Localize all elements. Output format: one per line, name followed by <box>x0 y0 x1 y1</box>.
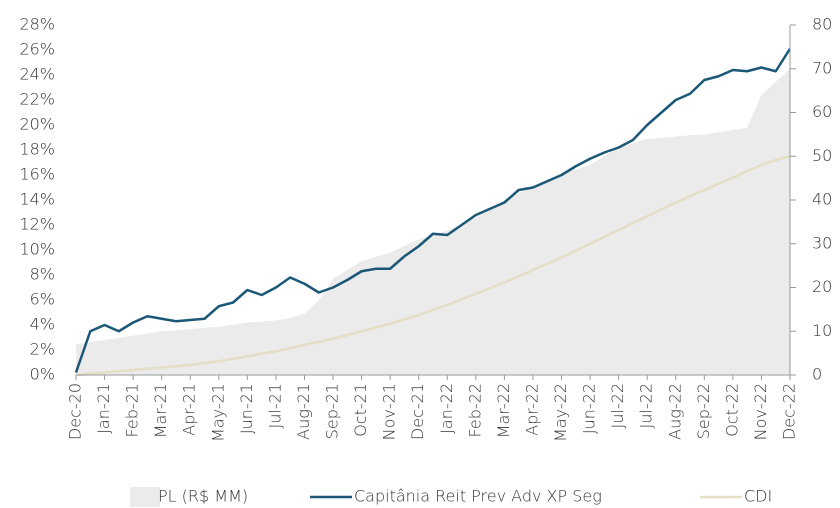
y2-tick-label: 60 <box>812 102 832 121</box>
legend-swatch <box>130 487 160 507</box>
x-tick-label: May-21 <box>208 383 227 442</box>
legend-label: PL (R$ MM) <box>158 487 248 506</box>
x-tick-label: Jul-22 <box>608 383 627 428</box>
y2-tick-label: 20 <box>812 277 832 296</box>
x-tick-label: Aug-21 <box>294 383 313 440</box>
x-tick-label: Mar-21 <box>151 383 170 438</box>
y-tick-label: 14% <box>19 190 55 209</box>
y-tick-label: 0% <box>30 365 55 384</box>
x-tick-label: Jul-22 <box>637 383 656 428</box>
x-tick-label: Jul-21 <box>265 383 284 428</box>
y-tick-label: 4% <box>30 315 55 334</box>
y-tick-label: 16% <box>19 165 55 184</box>
x-tick-label: Dec-21 <box>408 383 427 440</box>
line <box>75 155 791 377</box>
y-tick-label: 2% <box>30 340 55 359</box>
x-tick-label: Aug-22 <box>665 383 684 440</box>
x-tick-label: Jun-21 <box>237 383 256 434</box>
y-tick-label: 12% <box>19 215 55 234</box>
y2-tick-label: 40 <box>812 190 832 209</box>
x-tick-label: Sep-21 <box>323 383 342 439</box>
x-tick-label: Oct-22 <box>722 383 741 437</box>
x-tick-label: Jan-21 <box>94 383 113 434</box>
x-tick-label: Nov-21 <box>380 383 399 440</box>
x-tick-label: Dec-22 <box>780 383 799 440</box>
y2-tick-label: 0 <box>812 365 822 384</box>
y-tick-label: 22% <box>19 90 55 109</box>
x-tick-label: May-22 <box>551 383 570 442</box>
x-tick-label: Feb-22 <box>465 383 484 437</box>
y-tick-label: 20% <box>19 115 55 134</box>
y-tick-label: 10% <box>19 240 55 259</box>
y2-tick-label: 80 <box>812 15 832 34</box>
line <box>74 48 792 373</box>
legend-label: Capitânia Reit Prev Adv XP Seg <box>354 487 602 506</box>
legend-label: CDI <box>744 487 772 506</box>
x-tick-label: Jun-22 <box>580 383 599 434</box>
x-tick-label: Apr-21 <box>180 383 199 436</box>
y2-tick-label: 30 <box>812 233 832 252</box>
x-tick-label: Dec-20 <box>66 383 85 440</box>
x-tick-label: Mar-22 <box>494 383 513 438</box>
x-tick-label: Jan-22 <box>437 383 456 434</box>
y-tick-label: 6% <box>30 290 55 309</box>
y-tick-label: 28% <box>19 15 55 34</box>
area <box>76 68 790 375</box>
y-tick-label: 8% <box>30 265 55 284</box>
x-tick-label: Sep-22 <box>694 383 713 439</box>
x-tick-label: Apr-22 <box>522 383 541 436</box>
y2-tick-label: 10 <box>812 321 832 340</box>
y2-tick-label: 70 <box>812 58 832 77</box>
x-tick-label: Feb-21 <box>123 383 142 437</box>
y-tick-label: 24% <box>19 65 55 84</box>
x-tick-label: Oct-21 <box>351 383 370 437</box>
x-tick-label: Nov-22 <box>751 383 770 440</box>
y-tick-label: 18% <box>19 140 55 159</box>
y-tick-label: 26% <box>19 40 55 59</box>
y2-tick-label: 50 <box>812 146 832 165</box>
